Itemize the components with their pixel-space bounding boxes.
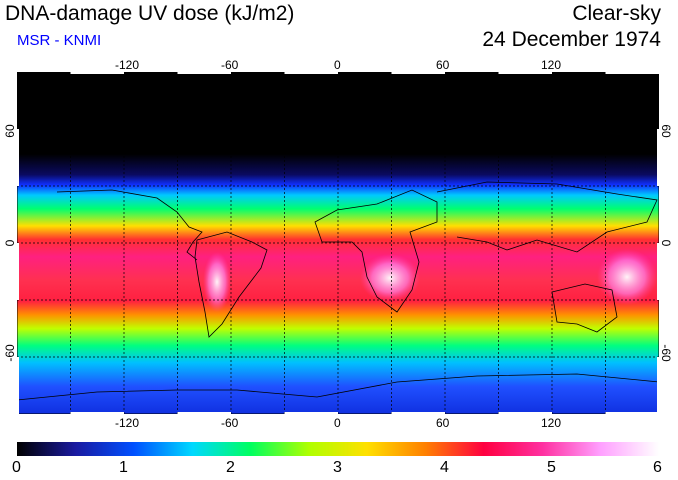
map-frame [17,72,659,414]
colorbar-label-0: 0 [12,459,21,476]
lon-tick-top-3: 0 [334,58,341,72]
south-america-coast [194,231,268,338]
lon-tick-bottom-4: 60 [436,416,450,430]
lat-tick-right-2: 0 [659,239,673,247]
colorbar-label-4: 4 [440,459,449,476]
colorbar-label-1: 1 [119,459,128,476]
high-dose-south-america [203,252,231,312]
lon-tick-top-2: -60 [221,58,239,72]
high-dose-africa [360,254,420,302]
antarctica-coast [17,373,659,401]
map-title: DNA-damage UV dose (kJ/m2) [5,2,295,25]
lon-tick-bottom-2: -60 [221,416,239,430]
lat-tick-left-3: -60 [3,344,17,362]
lat-tick-right-1: 60 [659,124,673,138]
sky-condition: Clear-sky [572,2,661,25]
lat-tick-left-1: 60 [3,124,17,138]
europe-africa-coast [314,189,438,313]
north-america-coast [56,189,203,261]
lon-tick-top-5: 120 [541,58,562,72]
colorbar-label-6: 6 [653,459,662,476]
lat-tick-right-3: -60 [659,344,673,362]
uv-dose-map [17,72,659,414]
high-dose-australia [597,249,657,305]
lon-tick-bottom-3: 0 [334,416,341,430]
coastlines [17,181,659,401]
lon-tick-top-4: 60 [436,58,450,72]
australia-coast [551,283,618,333]
lon-tick-bottom-5: 120 [541,416,562,430]
lon-tick-bottom-1: -120 [115,416,140,430]
colorbar-label-5: 5 [547,459,556,476]
source-label: MSR - KNMI [17,32,102,49]
color-scale-bar [17,442,659,456]
lat-tick-left-2: 0 [3,239,17,247]
colorbar-label-3: 3 [333,459,342,476]
map-date: 24 December 1974 [482,28,661,51]
graticule [17,72,659,414]
colorbar-label-2: 2 [226,459,235,476]
asia-coast [436,181,658,253]
lon-tick-top-1: -120 [115,58,140,72]
